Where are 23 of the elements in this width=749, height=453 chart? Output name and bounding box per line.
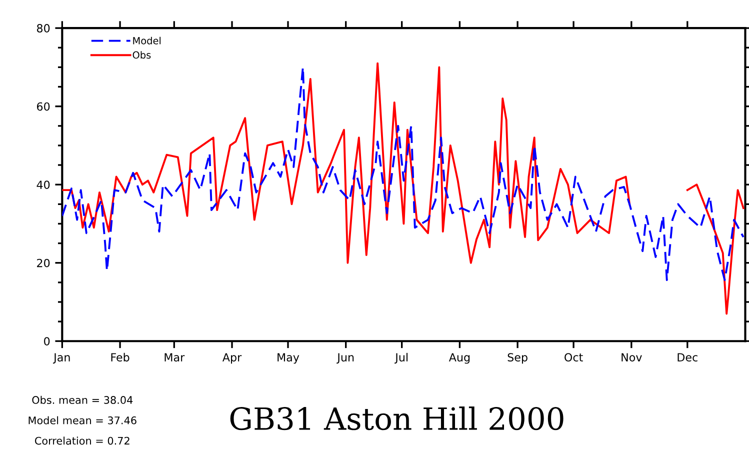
x-tick-label: Nov [622,353,642,362]
y-tick-label: 20 [37,258,50,268]
y-tick-label: 60 [37,102,50,111]
x-tick-label: Jan [53,353,70,364]
x-tick-label: Dec [678,353,698,362]
text: Obs. mean = 38.04 [32,396,133,404]
x-tick-label: May [278,353,300,364]
text: Model mean = 37.46 [28,416,136,424]
x-tick-label: Mar [164,353,185,362]
y-tick-label: 40 [36,180,50,189]
y-tick-label: 80 [36,24,50,32]
text: GB31 Aston Hill 2000 [230,406,564,430]
legend-label: Obs [132,51,151,59]
x-tick-label: Sep [508,353,528,364]
x-tick-label: Jul [394,352,408,364]
y-tick-label: 0 [44,337,50,346]
x-tick-label: Apr [222,353,242,364]
legend-label: Model [133,36,161,44]
text: Correlation = 0.72 [34,436,130,445]
x-tick-label: Feb [111,352,130,362]
x-tick-label: Jun [336,353,354,364]
x-tick-label: Aug [448,353,470,364]
x-tick-label: Oct [564,353,583,362]
